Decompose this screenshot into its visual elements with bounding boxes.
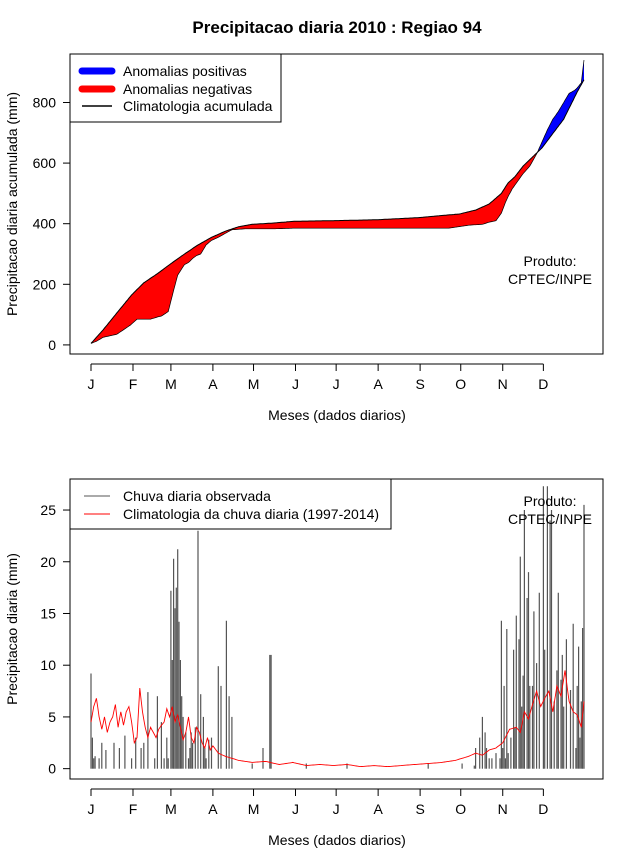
observed-cumulative-line (90, 60, 585, 344)
top-x-axis-label: Meses (dados diarios) (268, 407, 406, 423)
x-tick-label: J (333, 376, 340, 392)
bottom-note-line1: Produto: (524, 493, 577, 509)
x-tick-label: A (208, 801, 218, 817)
legend-label-negative: Anomalias negativas (123, 81, 252, 97)
top-plot-frame (69, 53, 604, 355)
bottom-y-axis-label: Precipitacao diaria (mm) (4, 553, 20, 705)
y-tick-label: 200 (33, 276, 57, 292)
x-tick-label: M (165, 376, 177, 392)
y-tick-label: 400 (33, 216, 57, 232)
x-tick-label: M (165, 801, 177, 817)
legend-label-observed: Chuva diaria observada (123, 488, 271, 504)
top-legend: Anomalias positivas Anomalias negativas … (69, 53, 282, 123)
x-tick-label: S (415, 376, 424, 392)
top-panel: 0 200 400 600 800 J F M A M J J A S O N D Meses (dados … (4, 53, 604, 423)
x-tick-label: O (455, 376, 466, 392)
x-tick-label: F (129, 801, 138, 817)
x-tick-label: J (88, 801, 95, 817)
bottom-plot-area (90, 486, 585, 769)
x-tick-label: D (538, 376, 548, 392)
x-tick-label: A (373, 801, 383, 817)
legend-label-climatology: Climatologia acumulada (123, 98, 273, 114)
legend-label-climatology-daily: Climatologia da chuva diaria (1997-2014) (123, 506, 379, 522)
bottom-panel: 0 5 10 15 20 25 J F M A M J J A S O N D Meses (dados dia… (4, 478, 604, 848)
x-tick-label: A (373, 376, 383, 392)
x-tick-label: J (88, 376, 95, 392)
x-tick-label: F (129, 376, 138, 392)
y-tick-label: 10 (40, 657, 56, 673)
x-tick-label: N (498, 376, 508, 392)
top-y-axis-label: Precipitacao diaria acumulada (mm) (4, 92, 20, 316)
x-tick-label: J (292, 376, 299, 392)
top-note-line2: CPTEC/INPE (508, 271, 592, 287)
climatology-daily-line (90, 670, 585, 768)
x-tick-label: J (292, 801, 299, 817)
y-tick-label: 15 (40, 605, 56, 621)
x-tick-label: J (333, 801, 340, 817)
chart-title: Precipitacao diaria 2010 : Regiao 94 (192, 18, 482, 37)
top-note-line1: Produto: (524, 253, 577, 269)
x-tick-label: D (538, 801, 548, 817)
x-tick-label: M (248, 376, 260, 392)
bottom-legend: Chuva diaria observada Climatologia da c… (69, 478, 392, 530)
y-tick-label: 0 (48, 761, 56, 777)
x-tick-label: A (208, 376, 218, 392)
top-y-axis: 0 200 400 600 800 (33, 94, 71, 353)
y-tick-label: 5 (48, 709, 56, 725)
bottom-y-axis: 0 5 10 15 20 25 (40, 502, 71, 777)
bottom-x-axis-label: Meses (dados diarios) (268, 832, 406, 848)
negative-anomaly-area (91, 79, 584, 344)
bottom-note-line2: CPTEC/INPE (508, 511, 592, 527)
x-tick-label: N (498, 801, 508, 817)
legend-label-positive: Anomalias positivas (123, 63, 247, 79)
bottom-legend-box (69, 478, 392, 530)
top-plot-area (90, 60, 585, 344)
y-tick-label: 25 (40, 502, 56, 518)
y-tick-label: 600 (33, 155, 57, 171)
y-tick-label: 20 (40, 554, 56, 570)
climatology-cumulative-line (90, 79, 585, 344)
y-tick-label: 800 (33, 94, 57, 110)
x-tick-label: S (415, 801, 424, 817)
x-tick-label: O (455, 801, 466, 817)
y-tick-label: 0 (48, 337, 56, 353)
x-tick-label: M (248, 801, 260, 817)
